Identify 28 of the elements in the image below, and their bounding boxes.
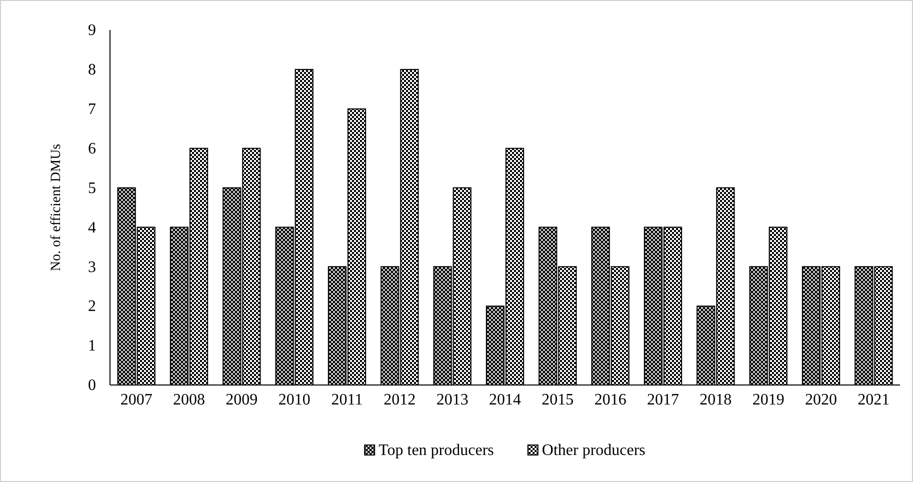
y-tick-label: 4 [88,219,96,236]
y-tick-label: 3 [88,258,96,276]
y-tick-label: 7 [88,101,96,118]
y-tick-label: 5 [88,180,96,197]
legend-label: Other producers [542,442,646,459]
y-tick-label: 6 [88,140,96,158]
x-tick-label: 2018 [700,391,732,408]
x-tick-label: 2014 [489,391,521,408]
x-tick-label: 2010 [278,391,310,408]
x-tick-label: 2011 [331,391,363,408]
x-tick-label: 2015 [542,391,574,408]
x-tick-label: 2013 [436,391,468,408]
x-tick-label: 2008 [173,391,205,408]
x-tick-label: 2012 [384,391,416,408]
y-axis-title: No. of efficient DMUs [49,144,64,272]
x-tick-label: 2019 [752,391,784,408]
x-tick-label: 2020 [805,391,837,408]
y-tick-label: 0 [88,377,96,394]
y-tick-label: 9 [88,22,96,40]
x-tick-label: 2009 [226,391,258,408]
x-tick-label: 2017 [647,391,679,408]
x-tick-label: 2007 [120,391,152,408]
y-tick-label: 8 [88,62,96,79]
y-tick-label: 2 [88,298,96,316]
x-tick-label: 2021 [858,391,890,408]
y-tick-label: 1 [88,338,96,355]
x-tick-label: 2016 [594,391,626,408]
legend-label: Top ten producers [378,442,494,459]
